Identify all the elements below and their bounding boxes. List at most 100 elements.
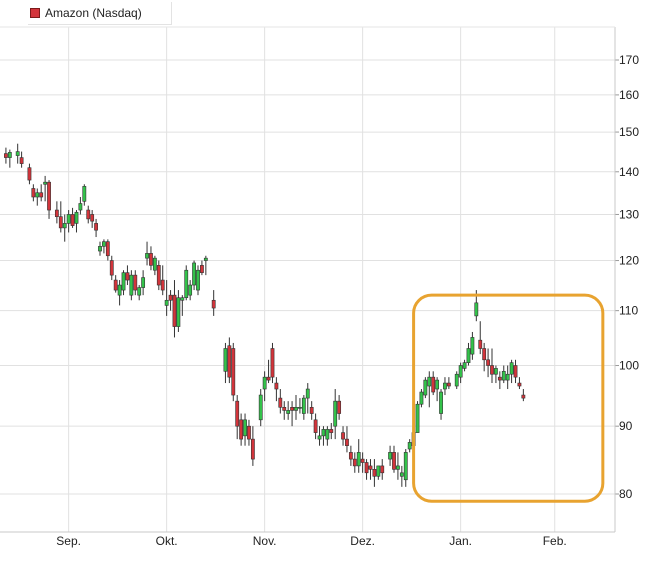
candle-body <box>482 348 487 361</box>
candle <box>458 362 463 384</box>
y-tick-label: 110 <box>619 304 638 318</box>
candle <box>74 210 79 233</box>
candle-body <box>247 425 251 440</box>
candle-body <box>105 241 110 257</box>
candle <box>39 184 44 202</box>
candle <box>4 147 8 164</box>
candle <box>152 255 157 276</box>
y-tick-label: 120 <box>619 254 639 268</box>
candle <box>380 459 385 480</box>
candle <box>7 149 12 168</box>
candle-body <box>388 452 392 460</box>
candle <box>196 265 200 296</box>
candle-body <box>192 262 196 286</box>
candle-body <box>258 394 263 421</box>
candle-body <box>513 365 518 378</box>
candle-body <box>517 382 522 387</box>
candle <box>505 365 510 390</box>
candle <box>466 342 471 366</box>
candle <box>86 205 91 224</box>
candle-body <box>82 186 87 202</box>
candle-body <box>458 365 463 378</box>
candle <box>160 265 165 296</box>
candle-body <box>470 337 475 355</box>
candle-body <box>341 432 345 440</box>
legend-label: Amazon (Nasdaq) <box>45 6 142 20</box>
candle <box>454 371 459 390</box>
candle <box>325 426 330 446</box>
candle <box>250 426 255 466</box>
candle <box>145 241 149 266</box>
candle <box>333 389 338 440</box>
candle <box>78 197 83 215</box>
y-tick-label: 80 <box>619 487 633 501</box>
candle <box>239 413 244 446</box>
candle <box>305 383 310 414</box>
candle-body <box>368 465 373 470</box>
y-tick-label: 160 <box>619 88 639 102</box>
candle <box>337 395 342 420</box>
candle <box>290 401 294 427</box>
candle-body <box>54 209 59 217</box>
candle <box>435 377 440 402</box>
y-tick-label: 100 <box>619 359 639 373</box>
candle-body <box>372 469 377 477</box>
y-tick-label: 150 <box>619 125 639 139</box>
annotation-layer <box>412 293 605 503</box>
candle <box>141 270 146 296</box>
candle-body <box>325 429 330 440</box>
candle-body <box>466 348 471 363</box>
candle <box>494 365 498 384</box>
candle <box>180 295 185 316</box>
candle <box>203 255 208 276</box>
candle-body <box>160 279 165 291</box>
candle-body <box>364 462 369 474</box>
candle <box>497 371 502 390</box>
candle <box>399 465 404 487</box>
candle <box>462 359 467 372</box>
candle-body <box>462 362 467 369</box>
candle-body <box>423 379 428 396</box>
candle-body <box>62 223 67 229</box>
candle <box>392 445 396 473</box>
candle-body <box>70 214 75 226</box>
candle <box>274 377 279 402</box>
candle <box>43 175 48 202</box>
candle-body <box>180 297 185 301</box>
legend: Amazon (Nasdaq) <box>28 2 172 25</box>
candle-body <box>435 379 440 390</box>
candle <box>129 270 134 301</box>
candle-body <box>86 209 91 220</box>
candle-body <box>31 188 36 198</box>
candle-body <box>250 438 255 460</box>
candle-body <box>309 407 314 414</box>
candle <box>443 377 447 396</box>
candle-body <box>490 365 494 375</box>
candle-body <box>270 348 275 378</box>
candle <box>133 270 138 296</box>
candle-body <box>290 407 294 411</box>
candle-body <box>266 376 271 381</box>
candle-body <box>137 287 142 296</box>
candle-body <box>443 382 447 390</box>
tick-layer: 80 90 100 110 120 130 140 150 160 170 Sep. Okt. Nov.… <box>56 53 639 548</box>
candle-body <box>399 472 404 477</box>
candle <box>121 270 126 296</box>
candle-body <box>102 241 106 247</box>
candle <box>513 359 518 384</box>
legend-swatch <box>30 8 40 18</box>
candle <box>58 201 63 233</box>
candle-body <box>345 438 349 447</box>
candle-body <box>196 269 200 291</box>
candle-body <box>446 382 451 387</box>
candle <box>47 180 51 219</box>
candle <box>282 401 287 420</box>
candle-body <box>380 465 385 474</box>
candle-body <box>47 181 51 211</box>
candle-body <box>509 362 514 375</box>
candle-body <box>125 272 130 281</box>
candle <box>247 419 251 446</box>
candle <box>501 365 506 384</box>
candle <box>352 452 357 473</box>
